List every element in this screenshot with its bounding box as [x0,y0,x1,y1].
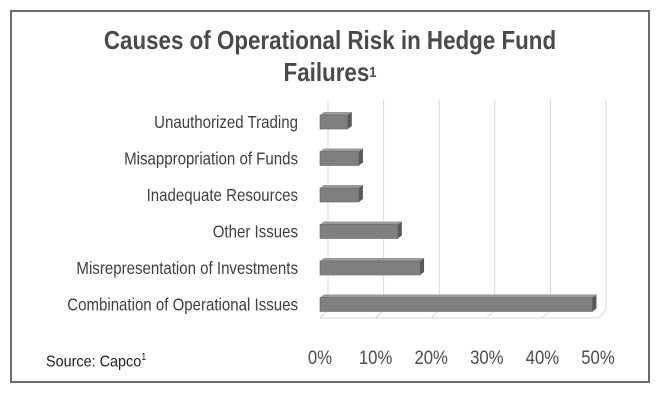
bar-side-face [347,112,352,129]
bar-side-face [420,258,425,275]
bar [319,151,360,166]
gridline-floor [597,309,607,319]
x-tick-label: 10% [359,347,393,368]
source-footnote-marker: 1 [141,352,147,363]
bar-top-face [320,112,352,115]
bar-side-face [397,221,402,239]
x-tick-label: 20% [414,347,448,368]
bar-side-face [358,148,363,166]
bar [319,260,421,276]
bar-side-face [358,185,363,202]
title-footnote-marker: 1 [369,64,377,81]
category-label: Misrepresentation of Investments [76,259,298,278]
bar-top-face [320,148,363,152]
bar [319,224,399,239]
bar [319,187,360,203]
x-tick-label: 50% [581,347,615,368]
bar-top-face [320,221,402,225]
category-label: Other Issues [213,222,298,241]
bar [319,114,349,130]
bar-top-face [320,258,425,261]
category-label: Misappropriation of Funds [124,149,298,168]
chart-title: Causes of Operational Risk in Hedge Fund… [103,25,557,87]
x-tick-label: 30% [470,347,504,368]
category-label: Inadequate Resources [147,186,298,205]
bar-top-face [320,185,363,188]
source-note: Source: Capco1 [46,352,147,371]
bar-top-face [320,294,597,298]
x-tick-label: 40% [526,347,560,368]
bar [319,297,593,312]
category-label: Combination of Operational Issues [67,295,298,314]
category-label: Unauthorized Trading [154,113,298,132]
bar-side-face [592,294,597,312]
x-tick-label: 0% [308,347,332,368]
